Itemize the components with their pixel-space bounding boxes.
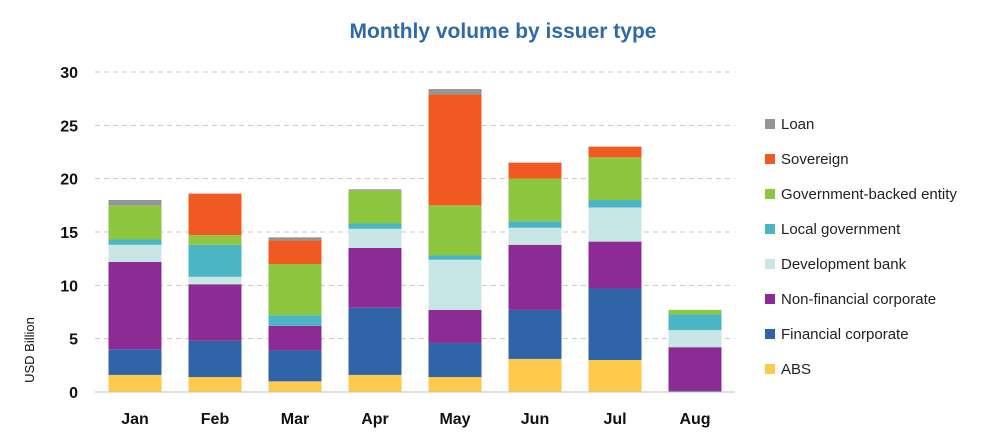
bar-segment (268, 237, 322, 241)
bar-segment (108, 200, 162, 206)
legend-label: ABS (781, 361, 811, 378)
bar-segment (588, 157, 642, 200)
bar-segment (108, 205, 162, 240)
bar-segment (188, 276, 242, 285)
legend: Loan Sovereign Government-backed entity Loc… (765, 116, 957, 378)
x-tick-label: Jun (521, 411, 549, 428)
legend-label: Government-backed entity (781, 186, 957, 203)
bar-segment (268, 264, 322, 316)
bar-segment (508, 309, 562, 359)
bar-segment (508, 358, 562, 392)
legend-swatch (765, 189, 775, 199)
bar-segment (188, 377, 242, 392)
bar-segment (348, 190, 402, 224)
y-tick-label: 20 (60, 172, 78, 189)
bar-segment (348, 223, 402, 229)
legend-swatch (765, 294, 775, 304)
x-tick-label: Mar (281, 411, 309, 428)
bar-segment (348, 248, 402, 308)
x-tick-label: May (439, 411, 470, 428)
bar-segment (108, 244, 162, 262)
chart-title: Monthly volume by issuer type (350, 20, 657, 43)
bar-segment (348, 189, 402, 191)
legend-label: Non-financial corporate (781, 291, 936, 308)
y-tick-label: 25 (60, 118, 78, 135)
bar-segment (588, 207, 642, 242)
bar-segment (668, 390, 722, 392)
bar-segment (268, 381, 322, 392)
bar-segment (668, 347, 722, 391)
x-tick-label: Feb (201, 411, 230, 428)
bar-segment (348, 307, 402, 375)
legend-swatch (765, 364, 775, 374)
bar-segment (348, 228, 402, 248)
y-tick-label: 30 (60, 65, 78, 82)
y-tick-label: 0 (69, 385, 78, 402)
legend-label: Local government (781, 221, 901, 238)
bar-segment (508, 162, 562, 179)
legend-swatch (765, 154, 775, 164)
bar-segment (188, 340, 242, 378)
bar-segment (428, 309, 482, 343)
x-axis-ticks: Jan Feb Mar Apr May Jun Jul Aug (121, 411, 710, 428)
bar-segment (108, 374, 162, 392)
bar-segment (508, 178, 562, 222)
x-tick-label: Aug (679, 411, 710, 428)
bar-segment (268, 350, 322, 382)
bar-segment (428, 342, 482, 378)
bar-segment (108, 261, 162, 350)
bar-segment (268, 325, 322, 351)
y-tick-label: 15 (60, 225, 78, 242)
legend-swatch (765, 259, 775, 269)
bar-segment (428, 255, 482, 260)
x-tick-label: Jul (603, 411, 626, 428)
y-tick-label: 10 (60, 278, 78, 295)
bar-segment (508, 221, 562, 228)
y-axis-ticks: 0 5 10 15 20 25 30 (60, 65, 78, 402)
bar-segment (668, 309, 722, 315)
bar-segment (668, 314, 722, 331)
bar-segment (588, 360, 642, 392)
legend-swatch (765, 329, 775, 339)
x-tick-label: Jan (121, 411, 149, 428)
bar-segment (188, 193, 242, 236)
bar-segment (428, 377, 482, 392)
legend-swatch (765, 224, 775, 234)
bar-segment (428, 89, 482, 95)
y-axis-title: USD Billion (22, 317, 37, 383)
legend-label: Financial corporate (781, 326, 909, 343)
bar-segment (428, 94, 482, 206)
y-tick-label: 5 (69, 332, 78, 349)
bar-segment (428, 205, 482, 256)
bar-segment (188, 235, 242, 245)
bar-segment (588, 288, 642, 360)
bar-segment (588, 146, 642, 158)
legend-swatch (765, 119, 775, 129)
bar-segment (108, 349, 162, 375)
bar-segment (188, 244, 242, 277)
bar-segment (508, 227, 562, 245)
legend-label: Loan (781, 116, 814, 133)
bar-segment (428, 259, 482, 310)
bar-segment (508, 244, 562, 310)
bar-segment (668, 330, 722, 348)
legend-label: Development bank (781, 256, 907, 273)
bar-segment (268, 240, 322, 264)
bar-segment (188, 284, 242, 341)
bar-segment (588, 241, 642, 289)
bars (108, 89, 722, 392)
bar-segment (268, 315, 322, 326)
legend-label: Sovereign (781, 151, 849, 168)
bar-segment (588, 200, 642, 208)
x-tick-label: Apr (361, 411, 389, 428)
bar-segment (348, 374, 402, 392)
bar-segment (108, 239, 162, 245)
